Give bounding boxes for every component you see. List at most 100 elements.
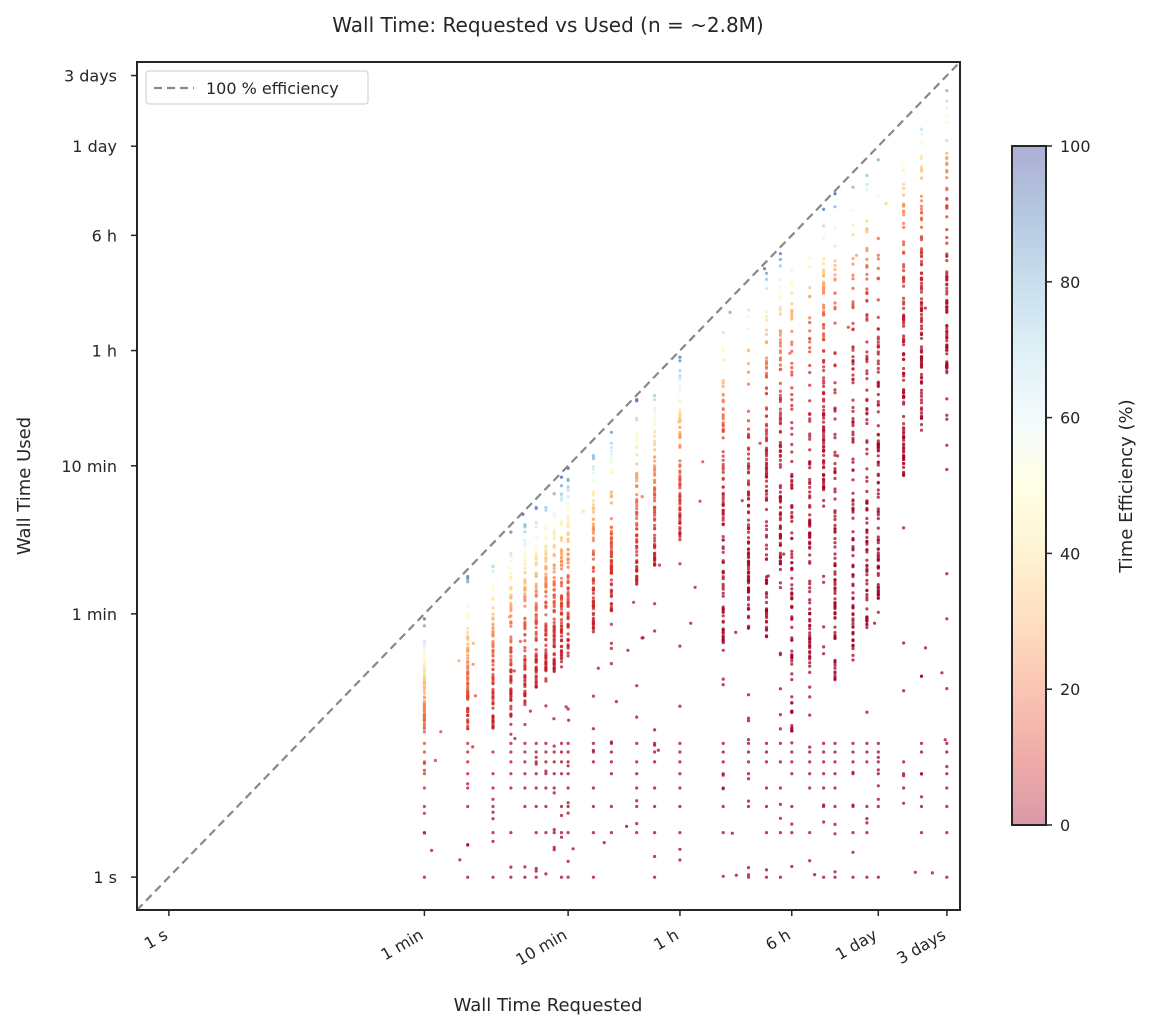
scatter-point (746, 581, 751, 585)
scatter-point (790, 726, 794, 730)
scatter-point (902, 388, 906, 392)
scatter-point (653, 422, 657, 426)
scatter-point (534, 786, 538, 790)
scatter-point (865, 421, 869, 426)
scatter-point (822, 772, 826, 776)
scatter-point (746, 866, 751, 870)
scatter-point (945, 765, 949, 769)
scatter-point (746, 875, 751, 879)
scatter-point (509, 875, 513, 879)
scatter-point (876, 541, 880, 545)
scatter-point (923, 306, 928, 310)
scatter-point (552, 620, 556, 625)
scatter-point (851, 355, 855, 359)
scatter-point (822, 287, 826, 291)
scatter-point (509, 638, 513, 642)
scatter-point (764, 520, 769, 524)
scatter-point (833, 527, 837, 531)
scatter-point (833, 497, 837, 501)
scatter-point (822, 262, 826, 266)
scatter-point (635, 493, 639, 497)
scatter-point (721, 634, 725, 638)
scatter-point (902, 284, 906, 288)
scatter-point (466, 678, 470, 682)
scatter-point (808, 634, 812, 638)
scatter-point (851, 644, 855, 648)
scatter-point (822, 379, 826, 383)
scatter-point (653, 489, 657, 493)
scatter-point (678, 435, 682, 440)
scatter-point (544, 786, 548, 790)
scatter-point (509, 831, 513, 835)
scatter-point (422, 624, 426, 628)
scatter-point (902, 302, 906, 306)
scatter-point (721, 683, 725, 687)
scatter-point (678, 704, 682, 708)
scatter-point (833, 417, 837, 421)
scatter-point (746, 315, 751, 319)
scatter-point (552, 604, 556, 609)
scatter-point (491, 672, 495, 677)
scatter-point (822, 334, 826, 338)
scatter-point (808, 320, 812, 325)
scatter-point (778, 497, 783, 502)
scatter-point (764, 581, 769, 585)
scatter-point (422, 730, 426, 734)
scatter-point (778, 284, 783, 289)
scatter-point (790, 760, 794, 764)
scatter-point (764, 535, 769, 539)
scatter-point (566, 494, 570, 498)
scatter-point (422, 786, 426, 790)
scatter-point (678, 517, 682, 521)
scatter-point (865, 452, 869, 456)
scatter-point (919, 741, 924, 746)
scatter-point (509, 681, 513, 685)
scatter-point (491, 630, 495, 635)
scatter-point (945, 301, 949, 305)
scatter-point (808, 434, 812, 438)
scatter-point (653, 508, 657, 512)
scatter-point (822, 574, 826, 578)
scatter-point (491, 717, 495, 721)
scatter-point (778, 389, 783, 393)
scatter-point (509, 732, 513, 736)
scatter-point (945, 292, 949, 296)
scatter-point (764, 315, 769, 319)
scatter-point (865, 598, 869, 602)
scatter-point (653, 435, 657, 439)
scatter-point (876, 439, 880, 443)
scatter-point (833, 471, 837, 475)
scatter-point (552, 515, 556, 519)
scatter-point (559, 639, 564, 643)
scatter-point (945, 305, 949, 309)
scatter-point (609, 622, 614, 626)
scatter-point (764, 557, 769, 562)
scatter-point (822, 434, 826, 438)
scatter-point (808, 383, 812, 387)
scatter-point (559, 595, 564, 599)
scatter-point (721, 607, 725, 611)
scatter-point (865, 501, 869, 505)
scatter-point (790, 421, 794, 425)
scatter-point (581, 509, 585, 513)
scatter-point (746, 719, 751, 723)
scatter-point (678, 741, 682, 746)
scatter-point (778, 358, 783, 362)
scatter-point (790, 386, 794, 390)
x-axis-label: Wall Time Requested (454, 995, 643, 1016)
scatter-point (790, 349, 794, 353)
scatter-point (591, 552, 596, 556)
scatter-point (653, 533, 657, 537)
scatter-point (876, 454, 880, 458)
scatter-point (865, 475, 869, 479)
scatter-point (822, 760, 826, 764)
scatter-point (876, 547, 880, 551)
scatter-point (491, 663, 495, 667)
scatter-point (919, 401, 924, 405)
scatter-point (851, 658, 855, 662)
scatter-point (559, 665, 564, 669)
scatter-point (865, 372, 869, 376)
scatter-point (678, 515, 682, 519)
scatter-point (945, 308, 949, 312)
scatter-point (566, 801, 570, 805)
